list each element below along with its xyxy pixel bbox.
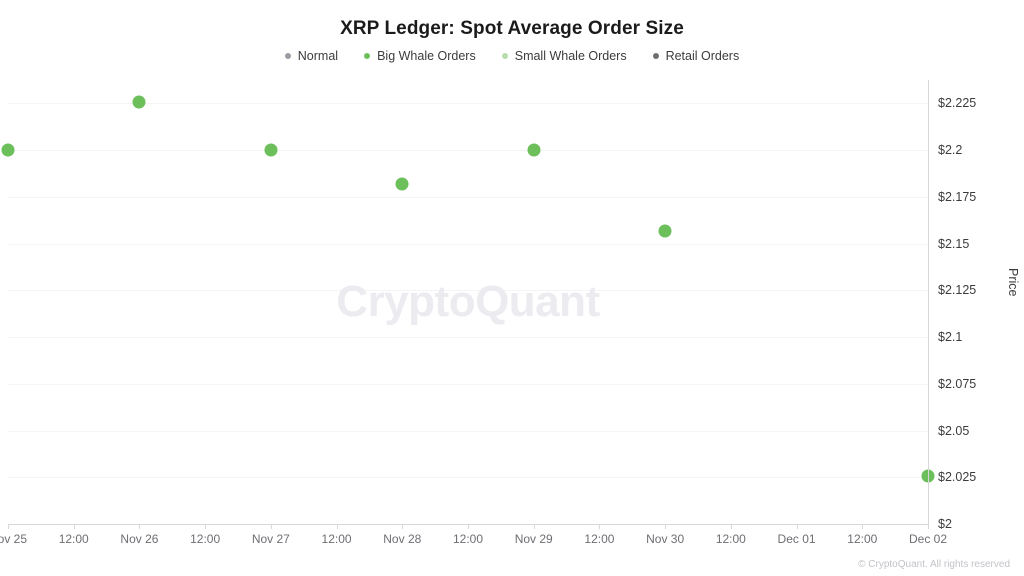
copyright-credit: © CryptoQuant. All rights reserved xyxy=(858,559,1010,570)
x-axis-tick-label: Nov 29 xyxy=(514,532,553,546)
data-point[interactable] xyxy=(395,177,409,191)
y-axis-tick-label: $2 xyxy=(938,517,952,531)
x-axis-tick-label: Nov 26 xyxy=(120,532,159,546)
x-axis-tick-label: Nov 25 xyxy=(0,532,28,546)
page-title: XRP Ledger: Spot Average Order Size xyxy=(340,18,684,39)
data-points-layer xyxy=(1,80,935,524)
x-axis-tick-label: 12:00 xyxy=(190,532,221,546)
y-axis-tick-label: $2.125 xyxy=(938,283,977,298)
x-axis-tick-mark xyxy=(73,524,75,529)
x-axis-tick-mark xyxy=(205,524,207,529)
x-axis-tick-mark xyxy=(533,524,535,529)
y-axis-tick-label: $2.225 xyxy=(938,96,977,111)
x-axis-tick-mark xyxy=(796,524,798,529)
x-axis-tick-mark xyxy=(599,524,601,529)
x-axis-tick-label: Nov 27 xyxy=(251,532,290,546)
x-axis-tick-mark xyxy=(665,524,667,529)
data-point[interactable] xyxy=(658,224,672,238)
y-axis-tick-labels: $2 $2.025 $2.05 $2.075 $2.1 $2.125 $2.15 $2.175… xyxy=(938,80,1018,531)
x-axis-tick-label: Nov 28 xyxy=(383,532,422,546)
x-axis-tick-label: Dec 01 xyxy=(777,532,816,546)
x-axis-ticks: Nov 25 12:00 Nov 26 12:00 Nov 27 12:00 Nov 28 1… xyxy=(0,524,947,554)
x-axis-tick-label: Nov 30 xyxy=(646,532,685,546)
y-axis-tick-label: $2.075 xyxy=(938,376,977,391)
plot-area: CryptoQuant xyxy=(1,80,935,525)
legend-item-label: Retail Orders xyxy=(665,49,740,63)
data-point[interactable] xyxy=(132,95,146,109)
legend-item-normal[interactable]: Normal xyxy=(284,49,339,63)
legend-swatch-icon xyxy=(652,53,659,59)
x-axis-tick-mark xyxy=(8,524,9,529)
x-axis-tick-mark xyxy=(402,524,404,529)
legend-swatch-icon xyxy=(364,53,371,59)
x-axis-tick-mark xyxy=(862,524,864,529)
y-axis-tick-label: $2.1 xyxy=(938,330,963,345)
x-axis-tick-label: 12:00 xyxy=(715,532,746,546)
gridline xyxy=(8,196,928,198)
legend-item-big-whale-orders[interactable]: Big Whale Orders xyxy=(364,49,476,63)
y-axis-tick-label: $2.05 xyxy=(938,423,970,438)
y-axis-tick-label: $2.2 xyxy=(938,143,963,158)
y-axis-tick-label: $2.025 xyxy=(938,470,977,485)
y-axis-title: Price xyxy=(1006,268,1020,297)
data-point[interactable] xyxy=(264,143,278,157)
y-axis-tick-label: $2.175 xyxy=(938,189,977,204)
gridline xyxy=(8,430,928,432)
y-axis-tick-label: $2.15 xyxy=(938,236,970,251)
x-axis-tick-label: Dec 02 xyxy=(908,532,948,546)
y-axis-line xyxy=(928,80,929,525)
gridline xyxy=(8,477,928,479)
x-axis-tick-mark xyxy=(270,524,272,529)
gridline xyxy=(8,337,928,339)
x-axis-tick-mark xyxy=(336,524,338,529)
x-axis-tick-label: 12:00 xyxy=(847,532,878,546)
gridline xyxy=(8,103,928,105)
legend-swatch-icon xyxy=(284,53,291,59)
legend-swatch-icon xyxy=(501,53,508,59)
x-axis-tick-mark xyxy=(139,524,141,529)
legend-item-retail-orders[interactable]: Retail Orders xyxy=(652,49,740,63)
x-axis-tick-label: 12:00 xyxy=(58,532,89,546)
gridline xyxy=(8,290,928,292)
x-axis-tick-mark xyxy=(730,524,732,529)
legend-item-small-whale-orders[interactable]: Small Whale Orders xyxy=(501,49,627,63)
gridline xyxy=(8,383,928,385)
x-axis-tick-label: 12:00 xyxy=(452,532,484,546)
gridline xyxy=(8,150,928,152)
legend-item-label: Big Whale Orders xyxy=(377,49,476,63)
chart-legend: Normal Big Whale Orders Small Whale Orders… xyxy=(0,49,1024,63)
legend-item-label: Small Whale Orders xyxy=(514,49,627,63)
data-point[interactable] xyxy=(527,143,541,157)
x-axis-tick-mark xyxy=(928,524,929,529)
data-point[interactable] xyxy=(1,143,15,157)
x-axis-tick-label: 12:00 xyxy=(584,532,615,546)
x-axis-tick-label: 12:00 xyxy=(321,532,352,546)
gridline xyxy=(8,243,928,245)
x-axis-tick-mark xyxy=(468,524,469,529)
legend-item-label: Normal xyxy=(297,49,339,63)
